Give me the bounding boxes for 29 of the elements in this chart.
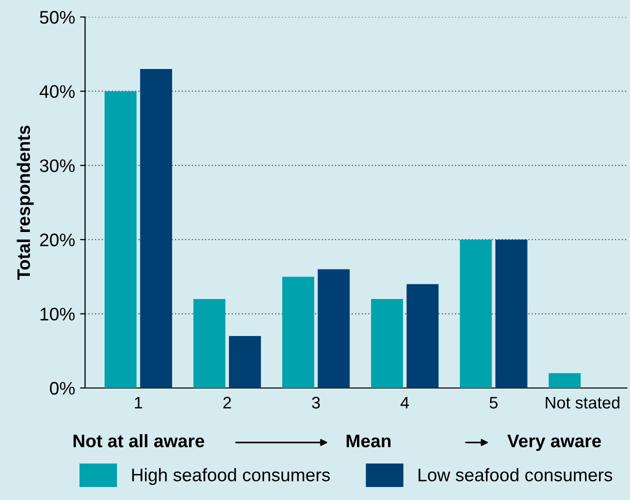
x-tick-label: 3	[312, 396, 320, 409]
bar	[460, 240, 492, 388]
text: Not at all aware	[74, 434, 204, 448]
y-axis-title: Total respondents	[16, 126, 34, 280]
x-tick-label: 4	[400, 396, 409, 408]
bar	[282, 276, 314, 388]
bar	[140, 68, 172, 388]
y-tick-label: 40%	[40, 85, 75, 98]
legend-label: High seafood consumers	[132, 468, 330, 485]
legend-label: Low seafood consumers	[418, 468, 612, 482]
y-tick-label: 20%	[40, 234, 75, 246]
x-tick-label: 2	[223, 396, 231, 408]
y-tick-label: 10%	[40, 308, 75, 321]
y-tick-label: 30%	[40, 159, 75, 172]
x-tick-label: 1	[134, 396, 142, 408]
y-tick-label: 50%	[40, 10, 75, 24]
bar	[228, 336, 261, 388]
bar	[193, 298, 226, 388]
bar	[495, 240, 528, 388]
bar	[104, 91, 137, 388]
text: Very aware	[507, 434, 601, 451]
bar	[548, 373, 581, 388]
x-tick-label: 5	[490, 396, 498, 409]
bar	[371, 298, 404, 388]
y-tick-label: 0%	[50, 382, 75, 395]
text: Mean	[346, 434, 391, 448]
x-tick-label: Not stated	[546, 396, 620, 409]
bar	[406, 284, 439, 388]
bar	[318, 269, 350, 388]
